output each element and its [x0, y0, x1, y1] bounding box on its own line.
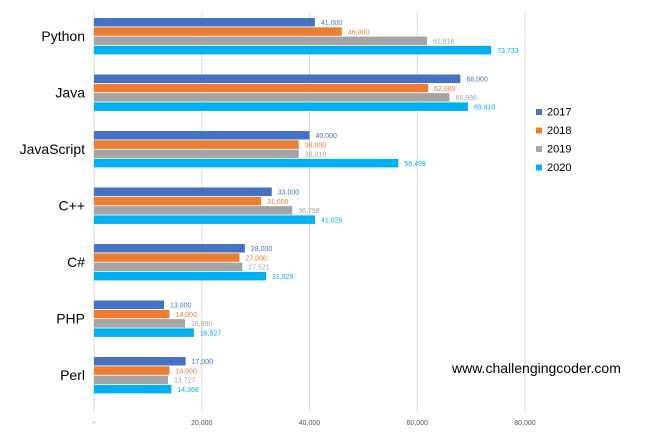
data-label-python-2018: 46,000 — [348, 29, 370, 36]
data-label-perl-2018: 14,000 — [175, 368, 197, 375]
bar-c--2017 — [94, 187, 272, 196]
data-labels: 41,000 46,000 61,818 73,733 68,000 62,000 65,9… — [170, 20, 519, 394]
data-label-php-2020: 18,527 — [200, 330, 222, 337]
category-label-php: PHP — [56, 311, 85, 327]
data-label-python-2017: 41,000 — [321, 20, 343, 27]
legend-label-2017: 2017 — [547, 107, 571, 119]
bars — [94, 18, 492, 394]
bar-php-2017 — [94, 300, 165, 309]
category-labels: Python Java JavaScript C++ C# PHP Perl — [20, 28, 86, 383]
legend-label-2020: 2020 — [547, 162, 571, 174]
bar-javascript-2020 — [94, 158, 399, 168]
data-label-c--2017: 33,000 — [278, 190, 300, 197]
category-label-c-: C++ — [59, 198, 85, 214]
data-label-c--2020: 31,929 — [272, 274, 294, 281]
bar-javascript-2018 — [94, 140, 299, 149]
bar-javascript-2019 — [94, 149, 299, 159]
legend-swatch-2018 — [536, 127, 542, 134]
bar-python-2019 — [94, 36, 428, 46]
bar-c--2018 — [94, 196, 262, 206]
data-label-java-2018: 62,000 — [434, 86, 456, 93]
data-label-php-2019: 16,890 — [191, 321, 213, 328]
bar-perl-2017 — [94, 357, 186, 366]
data-label-java-2017: 68,000 — [466, 77, 488, 84]
x-tick-label-2: 40,000 — [299, 420, 321, 427]
legend-label-2018: 2018 — [547, 125, 571, 137]
bar-php-2019 — [94, 319, 185, 328]
data-label-python-2020: 73,733 — [497, 48, 519, 55]
data-label-javascript-2017: 40,000 — [316, 133, 338, 140]
bar-c--2017 — [94, 244, 245, 253]
data-label-php-2017: 13,000 — [170, 303, 192, 310]
bar-c--2020 — [94, 271, 267, 281]
legend-swatch-2019 — [536, 146, 542, 152]
bar-java-2017 — [94, 74, 461, 83]
data-label-perl-2019: 13,727 — [174, 378, 196, 385]
x-axis-ticks: - 20,000 40,000 60,000 80,000 — [93, 420, 536, 427]
bar-python-2017 — [94, 18, 315, 27]
bar-javascript-2017 — [94, 131, 310, 140]
legend-swatch-2020 — [536, 164, 542, 171]
legend: 2017 2018 2019 2020 — [536, 107, 571, 174]
bar-python-2020 — [94, 45, 492, 55]
category-label-java: Java — [55, 85, 85, 101]
bar-java-2020 — [94, 102, 468, 111]
bar-c--2019 — [94, 206, 293, 215]
category-label-javascript: JavaScript — [20, 141, 85, 157]
data-label-perl-2017: 17,000 — [192, 359, 214, 366]
data-label-javascript-2020: 56,499 — [404, 161, 426, 168]
x-tick-label-0: - — [93, 420, 96, 427]
x-tick-label-4: 80,000 — [514, 420, 536, 427]
legend-swatch-2017 — [536, 109, 542, 115]
bar-java-2018 — [94, 83, 429, 93]
category-label-python: Python — [41, 28, 85, 44]
bar-php-2018 — [94, 309, 170, 319]
data-label-c--2019: 36,798 — [298, 208, 320, 215]
data-label-java-2019: 65,986 — [455, 95, 477, 102]
data-label-c--2018: 27,000 — [245, 255, 267, 262]
bar-perl-2019 — [94, 375, 168, 385]
data-label-c--2019: 27,521 — [248, 265, 270, 272]
bar-java-2019 — [94, 93, 450, 102]
category-label-c-: C# — [67, 254, 85, 270]
bar-perl-2018 — [94, 366, 170, 375]
bar-perl-2020 — [94, 384, 172, 394]
data-label-c--2020: 41,026 — [321, 217, 343, 224]
data-label-c--2018: 31,000 — [267, 199, 289, 206]
data-label-javascript-2019: 38,018 — [305, 152, 327, 159]
category-label-perl: Perl — [60, 367, 85, 383]
x-tick-label-3: 60,000 — [407, 420, 429, 427]
data-label-perl-2020: 14,368 — [177, 387, 199, 394]
bar-c--2020 — [94, 215, 316, 224]
data-label-php-2018: 14,000 — [175, 312, 197, 319]
bar-python-2018 — [94, 27, 342, 36]
x-tick-label-1: 20,000 — [191, 420, 213, 427]
data-label-java-2020: 69,410 — [474, 104, 496, 111]
bar-php-2020 — [94, 328, 194, 337]
data-label-python-2019: 61,818 — [433, 39, 455, 46]
data-label-javascript-2018: 38,000 — [305, 142, 327, 149]
watermark-text: www.challengingcoder.com — [451, 360, 621, 376]
bar-c--2018 — [94, 253, 240, 262]
bar-c--2019 — [94, 262, 243, 272]
legend-label-2019: 2019 — [547, 144, 571, 156]
data-label-c--2017: 28,000 — [251, 246, 273, 253]
